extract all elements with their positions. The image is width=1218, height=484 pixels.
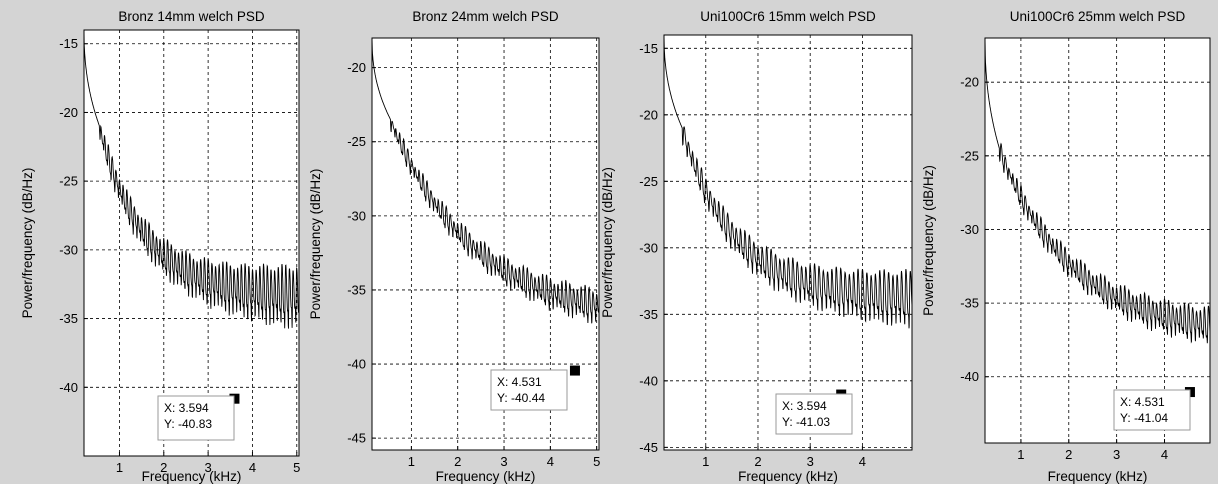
- datatip-box: [1113, 389, 1191, 431]
- x-tick-label: 1: [408, 454, 415, 469]
- y-tick-label: -35: [347, 282, 366, 297]
- x-axis-label: Frequency (kHz): [738, 469, 838, 484]
- y-tick-label: -45: [347, 431, 366, 446]
- x-tick-label: 3: [500, 454, 507, 469]
- x-tick-label: 4: [547, 454, 554, 469]
- y-tick-label: -40: [960, 369, 979, 384]
- chart-title: Uni100Cr6 15mm welch PSD: [700, 9, 876, 24]
- datatip-x-value: X: 4.531: [497, 375, 542, 389]
- datatip-y-value: Y: -41.03: [782, 415, 830, 429]
- x-tick-label: 5: [593, 454, 600, 469]
- x-tick-label: 3: [807, 454, 814, 469]
- datatip-y-value: Y: -40.83: [164, 417, 212, 431]
- y-tick-label: -35: [960, 296, 979, 311]
- psd-series-line: [371, 37, 600, 324]
- y-axis-label: Power/frequency (dB/Hz): [20, 168, 35, 319]
- chart-title: Uni100Cr6 25mm welch PSD: [1010, 9, 1186, 24]
- datatip-box: [775, 393, 853, 435]
- y-tick-label: -20: [639, 107, 658, 122]
- axes-frame: [83, 29, 300, 457]
- plot-area: [664, 35, 912, 450]
- chart-title: Bronz 14mm welch PSD: [118, 9, 265, 24]
- y-tick-label: -30: [960, 222, 979, 237]
- y-tick-label: -30: [639, 240, 658, 255]
- x-tick-label: 4: [249, 460, 256, 475]
- axes-frame: [371, 37, 600, 451]
- psd-panel-4: 1 2 3 4 -40 -35 -30 -25 -20 Uni100Cr6 25mm welch …: [921, 9, 1211, 484]
- datatip-box: [490, 369, 568, 411]
- datatip-x-value: X: 3.594: [164, 401, 209, 415]
- y-tick-label: -20: [960, 75, 979, 90]
- y-axis-label: Power/frequency (dB/Hz): [921, 165, 936, 316]
- x-tick-label: 5: [293, 460, 300, 475]
- chart-title: Bronz 24mm welch PSD: [412, 9, 559, 24]
- y-axis-label: Power/frequency (dB/Hz): [308, 169, 323, 320]
- x-tick-label: 2: [754, 454, 761, 469]
- y-tick-label: -15: [639, 41, 658, 56]
- y-tick-label: -25: [347, 134, 366, 149]
- x-tick-label: 1: [702, 454, 709, 469]
- y-tick-label: -35: [59, 311, 78, 326]
- y-tick-label: -25: [960, 148, 979, 163]
- y-tick-label: -15: [59, 36, 78, 51]
- y-tick-label: -40: [347, 357, 366, 372]
- x-axis-label: Frequency (kHz): [1048, 469, 1148, 484]
- axes-frame: [984, 37, 1211, 444]
- datatip-y-value: Y: -40.44: [497, 391, 545, 405]
- y-tick-label: -20: [59, 105, 78, 120]
- y-tick-label: -45: [639, 440, 658, 455]
- x-tick-label: 3: [205, 460, 212, 475]
- psd-series-line: [83, 29, 300, 329]
- datatip-marker[interactable]: [569, 365, 580, 376]
- datatip-x-value: X: 4.531: [1120, 395, 1165, 409]
- x-tick-label: 1: [116, 460, 123, 475]
- plot-area: [84, 30, 299, 456]
- x-tick-label: 4: [859, 454, 866, 469]
- psd-panel-3: 1 2 3 4 -45 -40 -35 -30 -25 -20 -15 Uni100Cr6 15mm …: [600, 9, 913, 484]
- y-tick-label: -20: [347, 60, 366, 75]
- x-tick-label: 2: [454, 454, 461, 469]
- y-axis-label: Power/frequency (dB/Hz): [600, 167, 615, 318]
- x-axis-label: Frequency (kHz): [436, 469, 536, 484]
- x-tick-label: 2: [1065, 447, 1072, 462]
- x-axis-label: Frequency (kHz): [142, 469, 242, 484]
- plot-area: [985, 38, 1210, 443]
- psd-panel-1: 1 2 3 4 5 -40 -35 -30 -25 -20 -15 Bronz 14mm welch …: [20, 9, 300, 484]
- y-tick-label: -30: [347, 208, 366, 223]
- y-tick-label: -40: [59, 380, 78, 395]
- y-tick-label: -25: [59, 174, 78, 189]
- y-tick-label: -25: [639, 174, 658, 189]
- y-tick-label: -35: [639, 307, 658, 322]
- datatip-y-value: Y: -41.04: [1120, 411, 1168, 425]
- y-tick-label: -30: [59, 242, 78, 257]
- x-tick-label: 4: [1161, 447, 1168, 462]
- datatip-box: [157, 395, 235, 441]
- x-tick-label: 1: [1017, 447, 1024, 462]
- psd-panel-2: 1 2 3 4 5 -45 -40 -35 -30 -25 -20 Bronz 24mm welch …: [308, 9, 600, 484]
- datatip-x-value: X: 3.594: [782, 399, 827, 413]
- psd-series-line: [984, 37, 1211, 344]
- x-tick-label: 2: [160, 460, 167, 475]
- y-tick-label: -40: [639, 373, 658, 388]
- psd-series-line: [663, 34, 913, 329]
- axes-frame: [663, 34, 913, 451]
- x-tick-label: 3: [1113, 447, 1120, 462]
